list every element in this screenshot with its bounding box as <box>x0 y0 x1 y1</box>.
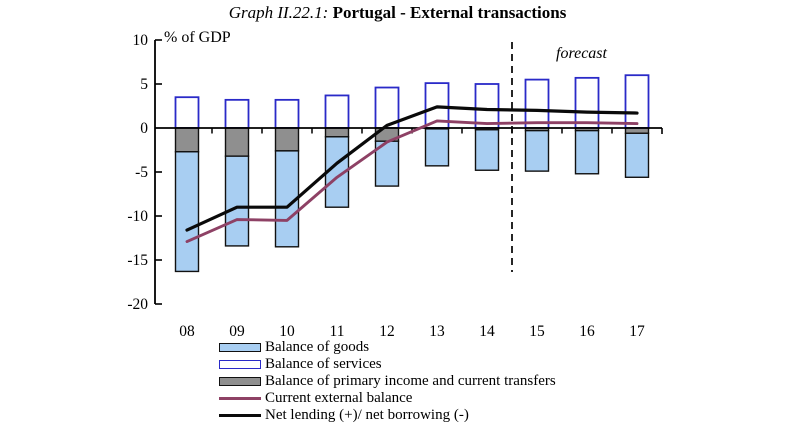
bar-goods-13 <box>424 128 450 167</box>
legend-swatch-line <box>219 414 261 417</box>
bar-primary-income-11 <box>324 127 350 138</box>
legend-swatch-box <box>219 377 261 386</box>
legend-label: Balance of services <box>265 356 382 372</box>
legend-item-2: Balance of primary income and current tr… <box>219 373 556 390</box>
x-axis-year-label: 13 <box>429 323 445 340</box>
current-external-balance-line <box>185 119 639 243</box>
legend-swatch-box <box>219 360 261 369</box>
bar-goods-16 <box>574 129 600 175</box>
chart-title-prefix: Graph II.22.1: <box>228 3 329 22</box>
x-axis-year-label: 10 <box>279 323 295 340</box>
legend-label: Balance of goods <box>265 339 370 355</box>
bar-services-11 <box>324 94 350 129</box>
bar-services-14 <box>474 83 500 129</box>
y-axis-tick-label: 0 <box>140 120 148 137</box>
bar-primary-income-08 <box>174 127 200 153</box>
x-axis-year-label: 09 <box>229 323 245 340</box>
chart-legend: Balance of goods Balance of services Balan… <box>219 339 556 424</box>
y-axis-tick-label: -15 <box>127 252 148 269</box>
bar-goods-08 <box>174 151 200 273</box>
bar-services-10 <box>274 98 300 129</box>
legend-item-0: Balance of goods <box>219 339 556 356</box>
legend-item-3: Current external balance <box>219 390 556 407</box>
forecast-label: forecast <box>556 45 607 62</box>
chart-title: Graph II.22.1: Portugal - External trans… <box>0 3 795 23</box>
bar-services-17 <box>624 74 650 129</box>
legend-item-4: Net lending (+)/ net borrowing (-) <box>219 407 556 424</box>
y-axis-tick-label: 10 <box>133 32 149 49</box>
bar-services-08 <box>174 96 200 129</box>
x-axis-year-label: 14 <box>479 323 495 340</box>
y-axis-tick-label: 5 <box>140 76 148 93</box>
y-axis-tick-label: -20 <box>127 296 148 313</box>
y-axis-tick-label: -5 <box>135 164 148 181</box>
x-axis-year-label: 16 <box>579 323 595 340</box>
y-axis-unit-label: % of GDP <box>164 29 231 46</box>
bar-services-16 <box>574 76 600 129</box>
net-lending-line <box>185 105 639 232</box>
legend-item-1: Balance of services <box>219 356 556 373</box>
x-axis-year-label: 08 <box>179 323 195 340</box>
bar-services-09 <box>224 98 250 129</box>
bar-primary-income-10 <box>274 127 300 152</box>
x-axis-year-label: 17 <box>629 323 645 340</box>
bar-goods-09 <box>224 155 250 247</box>
x-axis-year-label: 12 <box>379 323 395 340</box>
legend-label: Net lending (+)/ net borrowing (-) <box>265 407 469 423</box>
bar-goods-15 <box>524 129 550 172</box>
x-axis-year-label: 15 <box>529 323 545 340</box>
bar-primary-income-09 <box>224 127 250 157</box>
chart-title-main: Portugal - External transactions <box>332 3 567 22</box>
legend-swatch-box <box>219 343 261 352</box>
x-axis-year-label: 11 <box>330 323 345 340</box>
legend-label: Current external balance <box>265 390 413 406</box>
bar-services-15 <box>524 78 550 129</box>
legend-label: Balance of primary income and current tr… <box>265 373 556 389</box>
bar-goods-17 <box>624 132 650 178</box>
legend-swatch-line <box>219 397 261 400</box>
y-axis-tick-label: -10 <box>127 208 148 225</box>
bar-goods-14 <box>474 129 500 171</box>
